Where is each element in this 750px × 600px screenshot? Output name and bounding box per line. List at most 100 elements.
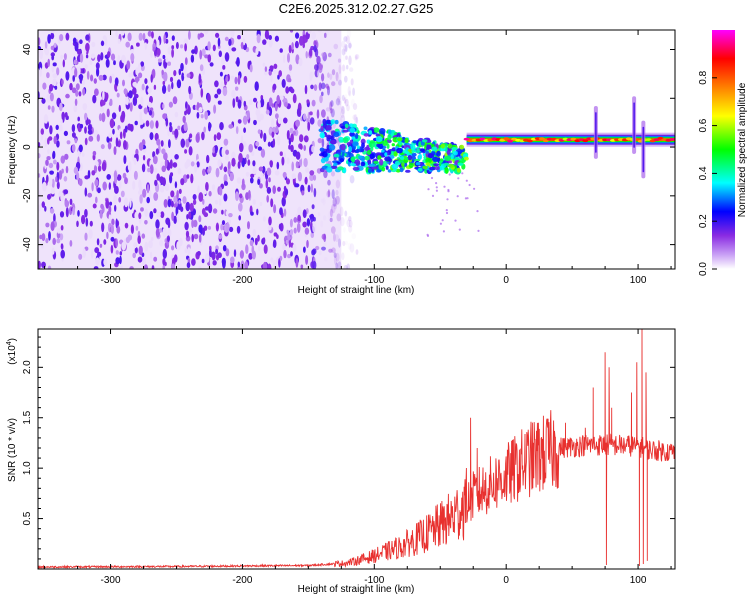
noise-blob: [216, 132, 222, 141]
snr-y-axis-label: SNR (10 * v/v): [7, 418, 18, 482]
noise-blob: [303, 157, 308, 168]
noise-blob: [288, 44, 292, 54]
noise-blob: [133, 242, 138, 249]
noise-blob: [210, 251, 216, 261]
noise-blob: [76, 171, 80, 181]
noise-blob: [47, 148, 50, 155]
noise-blob: [327, 211, 332, 221]
noise-blob: [343, 43, 348, 52]
noise-blob: [185, 138, 190, 148]
noise-blob: [219, 122, 224, 131]
transition-blob: [319, 132, 325, 139]
noise-blob: [222, 87, 228, 97]
noise-blob: [264, 69, 268, 76]
colorbar-gradient: [712, 30, 735, 269]
noise-blob: [155, 227, 160, 238]
noise-blob: [321, 73, 325, 82]
transition-blob: [417, 167, 423, 172]
noise-blob: [355, 249, 359, 255]
noise-blob: [307, 184, 311, 193]
noise-blob: [114, 77, 119, 86]
noise-blob: [145, 120, 150, 127]
noise-blob: [224, 52, 230, 62]
noise-blob: [95, 196, 98, 204]
noise-blob: [333, 203, 337, 210]
noise-blob: [136, 153, 139, 162]
noise-blob: [221, 209, 224, 215]
noise-blob: [228, 219, 232, 224]
noise-blob: [208, 203, 213, 214]
noise-blob: [54, 85, 58, 90]
noise-blob: [100, 40, 105, 47]
noise-blob: [290, 133, 294, 143]
noise-blob: [204, 54, 209, 59]
noise-blob: [144, 78, 148, 85]
noise-blob: [120, 265, 123, 269]
noise-blob: [163, 152, 168, 161]
transition-tail: [447, 190, 450, 193]
noise-blob: [151, 31, 154, 39]
noise-blob: [201, 131, 205, 141]
noise-blob: [213, 104, 217, 114]
noise-blob: [239, 250, 244, 259]
transition-blob: [427, 153, 435, 158]
noise-blob: [43, 114, 49, 124]
noise-blob: [44, 137, 47, 148]
x-tick-label: -100: [364, 275, 384, 286]
noise-blob: [159, 184, 165, 193]
transition-blob: [377, 143, 384, 150]
noise-blob: [273, 204, 277, 214]
noise-blob: [230, 75, 235, 80]
noise-blob: [333, 43, 339, 50]
noise-blob: [38, 204, 41, 212]
noise-blob: [202, 198, 205, 205]
noise-blob: [344, 210, 348, 217]
noise-blob: [90, 249, 94, 259]
noise-blob: [81, 152, 85, 157]
noise-blob: [283, 249, 287, 259]
noise-blob: [205, 252, 210, 263]
noise-blob: [138, 190, 142, 195]
noise-blob: [297, 214, 301, 222]
colorbar: 0.0 0.2 0.4 0.6 0.8 Normalized spectral ampl…: [698, 30, 748, 276]
noise-blob: [299, 35, 304, 46]
noise-blob: [64, 112, 68, 118]
noise-blob: [225, 211, 229, 216]
transition-blob: [381, 149, 385, 153]
noise-blob: [228, 213, 233, 218]
noise-blob: [292, 93, 297, 104]
transition-tail: [445, 209, 448, 212]
noise-blob: [238, 152, 243, 163]
transition-blob: [401, 145, 405, 149]
noise-blob: [349, 67, 354, 72]
noise-blob: [134, 211, 138, 220]
noise-blob: [162, 264, 166, 269]
noise-blob: [174, 154, 179, 160]
noise-blob: [274, 170, 280, 176]
noise-blob: [91, 182, 94, 192]
noise-blob: [335, 195, 341, 205]
transition-tail: [426, 233, 429, 236]
noise-blob: [310, 45, 315, 51]
noise-blob: [353, 114, 358, 123]
noise-blob: [257, 129, 262, 135]
noise-blob: [109, 75, 112, 84]
noise-blob: [134, 246, 138, 254]
noise-blob: [237, 99, 242, 109]
noise-blob: [219, 71, 223, 77]
noise-blob: [215, 222, 219, 232]
noise-blob: [73, 59, 77, 65]
signal-seg: [463, 137, 470, 141]
noise-blob: [354, 56, 358, 61]
noise-blob: [156, 48, 161, 56]
transition-blob: [404, 157, 409, 161]
noise-blob: [189, 71, 194, 80]
noise-blob: [303, 113, 307, 121]
noise-blob: [78, 65, 81, 75]
noise-blob: [39, 67, 42, 77]
noise-blob: [333, 233, 336, 242]
noise-blob: [149, 251, 153, 259]
noise-blob: [329, 211, 334, 220]
noise-blob: [96, 238, 100, 246]
